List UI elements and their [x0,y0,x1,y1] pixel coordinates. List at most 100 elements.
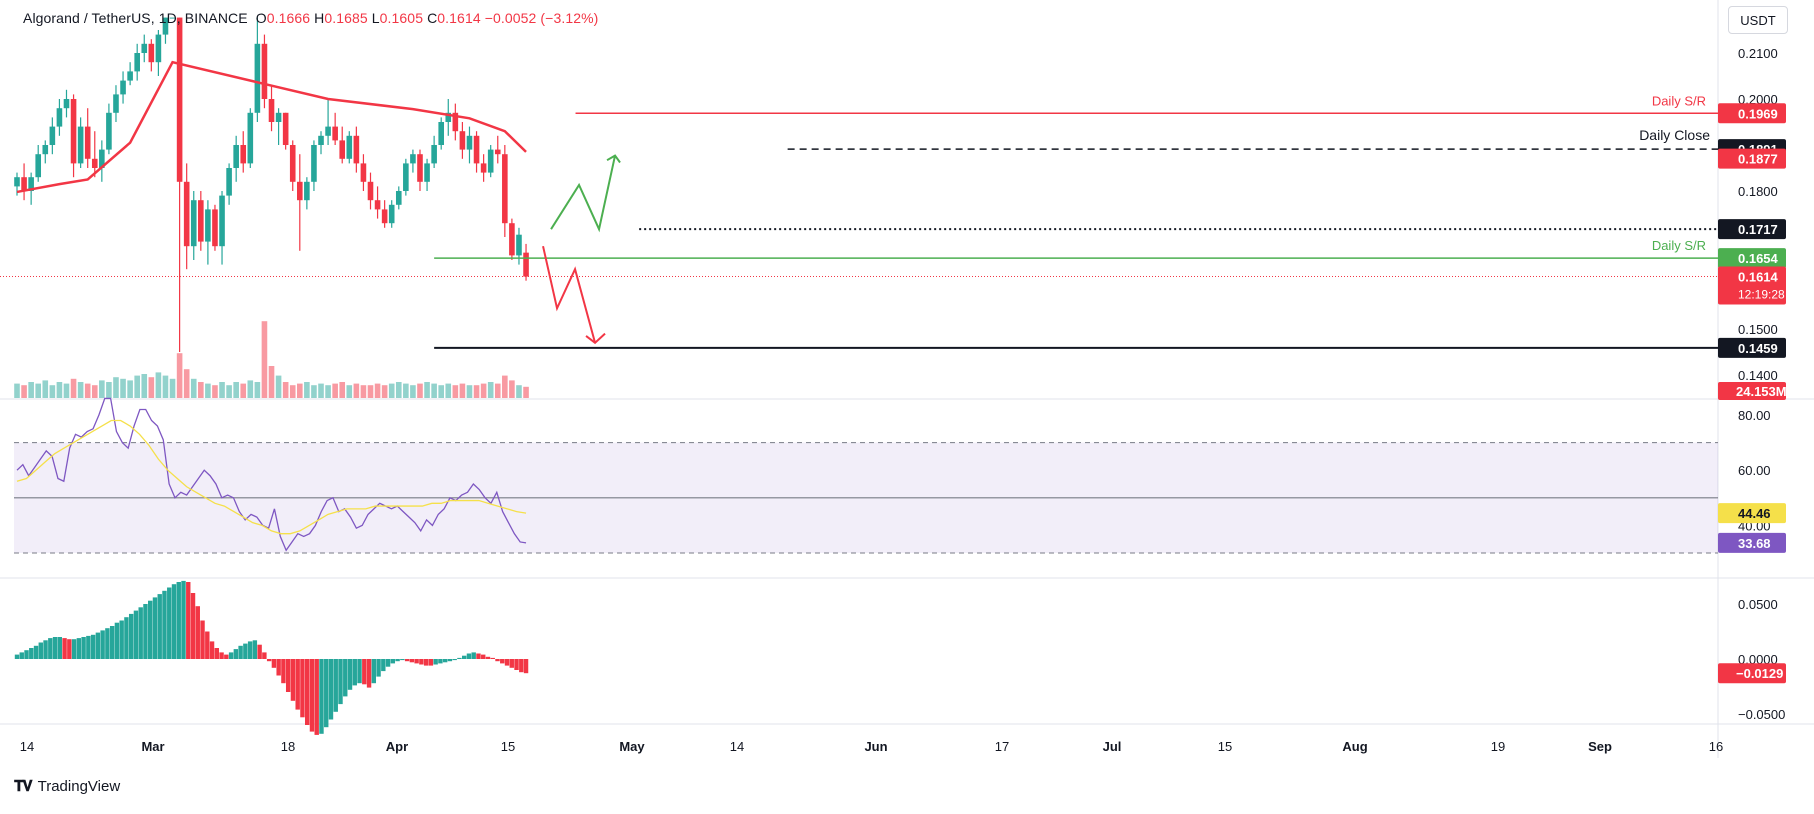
open-value: 0.1666 [266,10,311,26]
macd-tick-label: 0.0500 [1738,597,1778,612]
price-tick-label: 0.1500 [1738,322,1778,337]
currency-button[interactable]: USDT [1728,6,1788,34]
low-value: 0.1605 [379,10,424,26]
macd-hist-bar [290,659,296,701]
candle-body [198,200,204,242]
macd-hist-bar [29,648,34,659]
tradingview-icon: 𝐓𝐕 [14,778,33,795]
price-tag-label: 0.1877 [1738,152,1778,167]
time-tick-label: 17 [995,739,1009,754]
macd-hist-bar [461,655,467,659]
candle-body [339,140,346,159]
macd-hist-bar [376,659,381,677]
price-tag-label: 0.1969 [1738,106,1778,121]
macd-hist-bar [371,659,377,684]
volume-bar [424,382,430,398]
macd-hist-bar [109,626,115,659]
volume-bar [346,385,353,398]
macd-hist-bar [33,645,39,659]
change-value: −0.0052 (−3.12%) [484,10,599,26]
macd-hist-bar [157,594,162,659]
macd-hist-bar [186,582,191,659]
macd-hist-bar [300,659,305,718]
volume-bar [487,382,494,398]
sma-price-tag [1718,148,1786,169]
candle-body [205,209,211,242]
macd-hist-bar [447,659,453,662]
rsi-pane [14,397,1718,554]
volume-bar [198,382,204,398]
volume-bar [106,382,112,398]
rsi-tag-label: 33.68 [1738,536,1771,551]
macd-hist-bar [500,659,505,664]
time-tick-label: 14 [730,739,744,754]
macd-hist-bar [409,659,415,663]
volume-bar [205,383,211,398]
volume-bar [473,385,480,398]
volume-bar [516,385,522,398]
candle-body [169,17,176,19]
bullish-arrowhead [606,154,621,164]
volume-bar [332,383,338,398]
volume-bar [297,383,303,398]
macd-hist-bar [52,637,58,659]
macd-hist-bar [171,584,177,659]
macd-hist-bar [71,639,77,659]
candle-body [523,252,529,277]
time-tick-label: 15 [1218,739,1232,754]
macd-hist-bar [509,659,514,668]
time-tick-label: 14 [20,739,34,754]
macd-hist-bar [442,659,448,663]
symbol-title[interactable]: Algorand / TetherUS, 1D, BINANCE [23,10,248,26]
candle-body [141,43,148,53]
candle-body [431,145,437,164]
candle-body [42,145,49,155]
volume-bar [77,382,84,398]
rsi-line [16,397,527,552]
macd-hist-bar [209,641,215,659]
volume-bar [318,383,324,398]
macd-hist-bar [314,659,319,735]
volume-bar [502,375,508,398]
macd-hist-bar [514,659,519,670]
macd-hist-bar [485,656,491,659]
volume-bar [84,383,91,398]
macd-tag-label: −0.0129 [1736,666,1783,681]
macd-hist-bar [438,659,443,664]
candle-body [28,177,34,191]
volume-bar [254,382,261,398]
time-tick-label: Apr [386,739,408,754]
macd-hist-bar [257,644,262,659]
candle-body [120,80,126,95]
macd-hist-bar [219,652,224,659]
macd-hist-bar [90,634,96,659]
tradingview-logo[interactable]: 𝐓𝐕 TradingView [14,778,120,795]
candle-body [289,145,296,182]
grid [0,0,1814,758]
macd-hist-bar [138,607,143,659]
volume-bar [141,374,148,398]
macd-hist-bar [119,620,124,659]
rsi-ma-line [16,419,527,535]
macd-hist-bar [276,659,281,676]
macd-hist-bar [309,659,315,732]
price-tag [1718,248,1786,269]
candle-body [113,94,119,113]
macd-hist-bar [305,659,310,725]
candle-body [99,149,105,168]
macd-hist-bar [490,657,495,659]
volume-bar [509,380,515,398]
candle-body [374,200,381,210]
rsi-tag [1718,532,1786,553]
macd-hist-bar [76,638,82,659]
volume-bar [14,383,20,398]
last-price-tag [1718,266,1786,305]
candle-body [35,154,42,178]
macd-hist-bar [343,659,348,697]
macd-hist-bar [385,659,391,667]
candle-body [480,163,487,173]
time-tick-label: Mar [141,739,164,754]
price-tick-label: 0.1800 [1738,184,1778,199]
macd-hist-bar [414,659,419,664]
